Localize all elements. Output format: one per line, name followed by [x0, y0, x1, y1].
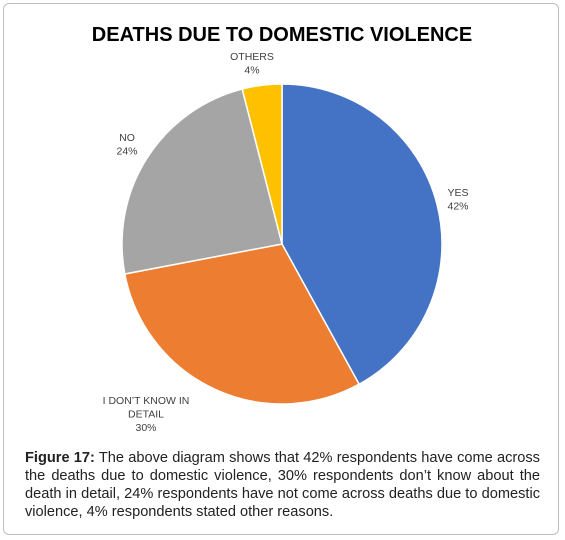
- caption-label: Figure 17:: [25, 450, 95, 466]
- caption-text: The above diagram shows that 42% respond…: [25, 450, 540, 520]
- slice-label-others: OTHERS 4%: [230, 51, 274, 77]
- pie-slices: [121, 83, 443, 405]
- slice-label-i-don-t-know-in-detail: I DON’T KNOW IN DETAIL 30%: [103, 395, 190, 434]
- chart-title: DEATHS DUE TO DOMESTIC VIOLENCE: [92, 24, 472, 46]
- pie-slice-yes: [281, 83, 443, 386]
- pie-slice-i-don-t-know-in-detail: [123, 243, 361, 405]
- slice-labels: YES 42% I DON’T KNOW IN DETAIL 30% NO 24% OTHER…: [103, 51, 469, 434]
- pie-slice-no: [121, 88, 283, 275]
- pie-chart: DEATHS DUE TO DOMESTIC VIOLENCE YES 42% I …: [92, 24, 472, 434]
- slice-label-yes: YES 42%: [447, 187, 468, 213]
- figure-caption: Figure 17: The above diagram shows that …: [25, 449, 540, 521]
- pie-slice-others: [241, 83, 283, 245]
- slice-label-no: NO 24%: [116, 132, 137, 158]
